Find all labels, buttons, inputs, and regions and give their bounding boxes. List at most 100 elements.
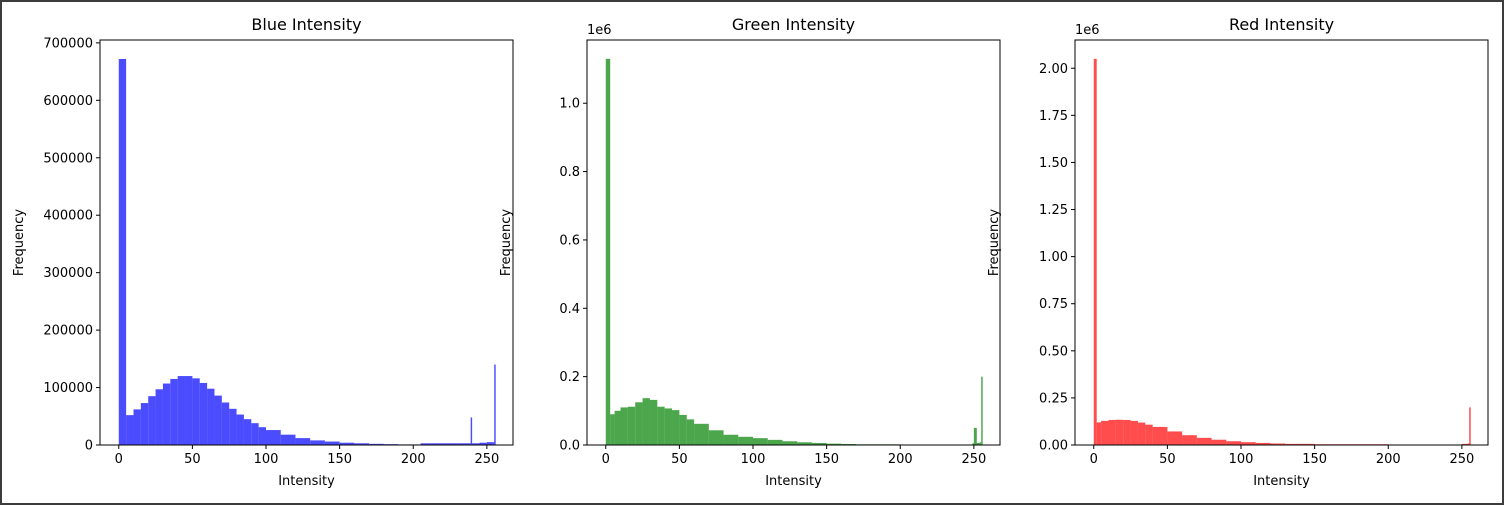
histogram-bar	[979, 442, 982, 445]
histogram-bar	[1226, 441, 1242, 445]
histogram-bar	[797, 442, 812, 445]
x-tick-label: 250	[474, 452, 499, 467]
histogram-bar	[981, 376, 983, 445]
x-tick-label: 100	[741, 452, 766, 467]
histogram-bar	[1145, 424, 1153, 445]
histogram-bar	[420, 443, 428, 445]
x-tick-label: 150	[814, 452, 839, 467]
histogram-bars	[1093, 58, 1471, 446]
chart-title: Red Intensity	[1229, 15, 1334, 34]
histogram-bar	[1469, 407, 1471, 445]
x-tick-label: 0	[602, 452, 610, 467]
histogram-bar	[1093, 58, 1097, 446]
plot-frame	[99, 39, 514, 446]
histogram-bar	[148, 396, 156, 445]
y-tick-label: 0.50	[1039, 344, 1068, 359]
histogram-bar	[1152, 426, 1168, 445]
histogram-bar	[627, 406, 636, 445]
histogram-bar	[221, 402, 230, 445]
y-tick-label: 700000	[43, 36, 93, 51]
histogram-bar	[1182, 435, 1197, 445]
histogram-bar	[185, 376, 193, 445]
x-tick-label: 100	[254, 452, 279, 467]
histogram-bar	[229, 408, 237, 445]
y-tick-label: 500000	[43, 151, 93, 166]
histogram-bar	[976, 442, 980, 445]
histogram-bar	[767, 439, 783, 445]
y-tick-label: 1.25	[1039, 203, 1068, 218]
histogram-bar	[841, 443, 857, 445]
histogram-bar	[1461, 443, 1468, 445]
histogram-bar	[207, 388, 215, 445]
histogram-bar	[1255, 442, 1271, 445]
x-tick-label: 150	[1302, 452, 1327, 467]
histogram-panel: 0 50 100 150 200 250 0 100000 200000 300000 400000…	[12, 15, 514, 489]
histogram-bar	[266, 430, 281, 445]
histogram-bar	[133, 409, 141, 445]
histogram-bar	[657, 406, 665, 445]
histogram-bar	[1270, 443, 1286, 445]
y-tick-label: 0.00	[1039, 439, 1068, 454]
histogram-bar	[811, 442, 827, 445]
y-tick-label: 0.0	[559, 439, 580, 454]
histogram-bar	[243, 419, 252, 445]
histogram-bar	[1285, 443, 1315, 445]
histogram-bar	[1241, 442, 1256, 445]
histogram-panel: 0 50 100 150 200 250 0.00 0.25 0.50 0.75 1.00 1.25 1…	[987, 15, 1489, 489]
histogram-bar	[354, 443, 370, 445]
y-axis-label: Frequency	[12, 209, 27, 276]
histogram-bar	[605, 58, 611, 446]
histogram-bar	[469, 443, 471, 445]
histogram-bars	[118, 58, 496, 446]
histogram-bar	[162, 383, 171, 445]
histogram-bar	[486, 442, 493, 445]
histogram-bar	[140, 403, 149, 445]
histogram-bar	[457, 443, 470, 445]
y-tick-label: 0.8	[559, 165, 580, 180]
histogram-bar	[369, 443, 384, 445]
histogram-bar	[1196, 437, 1212, 445]
histogram-bar	[672, 410, 680, 445]
x-tick-label: 200	[888, 452, 913, 467]
histogram-bar	[492, 442, 495, 445]
y-tick-label: 600000	[43, 94, 93, 109]
histogram-bar	[694, 423, 709, 445]
histogram-bar	[236, 414, 244, 445]
histogram-bar	[472, 443, 480, 445]
y-tick-label: 0.4	[559, 302, 580, 317]
histogram-panel: 0 50 100 150 200 250 0.0 0.2 0.4 0.6 0.8 1.0 1e6 Gree…	[499, 15, 1001, 489]
histogram-bar	[214, 395, 222, 445]
histogram-bar	[170, 378, 178, 445]
y-tick-label: 0.2	[559, 370, 580, 385]
histogram-bar	[972, 443, 974, 445]
x-tick-label: 0	[1090, 452, 1098, 467]
histogram-bar	[1101, 420, 1109, 445]
histogram-bar	[1096, 422, 1102, 445]
plot-frame	[586, 39, 1001, 446]
x-tick-label: 250	[961, 452, 986, 467]
histogram-bar	[1130, 420, 1138, 445]
y-tick-label: 0.75	[1039, 297, 1068, 312]
histogram-bar	[339, 442, 355, 445]
histogram-bar	[649, 399, 658, 445]
histogram-bar	[610, 414, 615, 445]
y-tick-label: 400000	[43, 209, 93, 224]
histogram-bar	[753, 438, 768, 445]
y-tick-label: 2.00	[1039, 62, 1068, 77]
histogram-bar	[642, 398, 650, 445]
histogram-bar	[126, 415, 134, 445]
histogram-bar	[155, 389, 163, 445]
histogram-bar	[251, 423, 259, 445]
x-tick-label: 150	[327, 452, 352, 467]
y-tick-label: 100000	[43, 381, 93, 396]
x-tick-label: 50	[184, 452, 201, 467]
histogram-bar	[664, 408, 673, 445]
histogram-bar	[1137, 422, 1146, 445]
histogram-bar	[310, 440, 325, 445]
x-tick-label: 50	[1159, 452, 1176, 467]
histogram-bar	[679, 414, 687, 445]
histogram-bar	[826, 443, 842, 445]
y-offset-label: 1e6	[1075, 23, 1100, 38]
histogram-bar	[295, 438, 311, 445]
